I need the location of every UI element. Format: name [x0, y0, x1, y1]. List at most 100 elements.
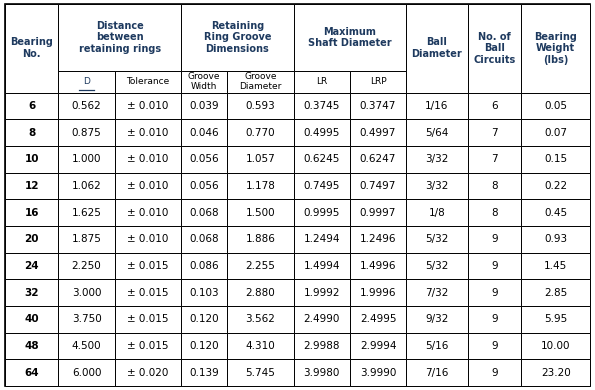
Bar	[350, 199, 406, 226]
Bar	[5, 279, 58, 306]
Text: 0.22: 0.22	[544, 181, 567, 191]
Bar	[294, 92, 350, 119]
Bar	[406, 306, 468, 333]
Bar	[181, 71, 227, 92]
Text: Groove
Diameter: Groove Diameter	[239, 72, 281, 91]
Bar	[294, 306, 350, 333]
Text: 5/32: 5/32	[425, 261, 449, 271]
Bar	[294, 71, 350, 92]
Text: 9: 9	[491, 261, 497, 271]
Bar	[5, 306, 58, 333]
Text: 9: 9	[491, 234, 497, 245]
Text: 2.9994: 2.9994	[360, 341, 396, 351]
Text: LR: LR	[316, 77, 327, 86]
Bar	[5, 146, 58, 173]
Text: 0.120: 0.120	[189, 341, 219, 351]
Text: ± 0.010: ± 0.010	[127, 154, 168, 164]
Text: 0.7497: 0.7497	[360, 181, 396, 191]
Bar	[521, 306, 590, 333]
Bar	[406, 92, 468, 119]
Bar	[468, 173, 521, 199]
Bar	[115, 146, 181, 173]
Text: 0.4995: 0.4995	[303, 128, 340, 138]
Bar	[521, 119, 590, 146]
Text: 6: 6	[28, 101, 35, 111]
Bar	[58, 173, 115, 199]
Bar	[115, 173, 181, 199]
Text: 0.45: 0.45	[544, 207, 567, 218]
Bar	[181, 279, 227, 306]
Text: 7/16: 7/16	[425, 368, 449, 378]
Text: 1.500: 1.500	[246, 207, 275, 218]
Text: 1.625: 1.625	[71, 207, 102, 218]
Text: 1.9996: 1.9996	[360, 288, 396, 298]
Text: 1.45: 1.45	[544, 261, 568, 271]
Text: 0.7495: 0.7495	[303, 181, 340, 191]
Bar	[58, 306, 115, 333]
Text: 0.4997: 0.4997	[360, 128, 396, 138]
Bar	[115, 199, 181, 226]
Bar	[115, 253, 181, 279]
Text: Bearing
No.: Bearing No.	[10, 37, 53, 59]
Bar	[406, 119, 468, 146]
Bar	[115, 306, 181, 333]
Text: 0.039: 0.039	[189, 101, 219, 111]
Text: 0.562: 0.562	[72, 101, 102, 111]
Bar	[406, 199, 468, 226]
Bar	[5, 173, 58, 199]
Bar	[5, 199, 58, 226]
Text: 10.00: 10.00	[541, 341, 571, 351]
Text: 0.3745: 0.3745	[303, 101, 340, 111]
Bar	[181, 173, 227, 199]
Text: 10: 10	[24, 154, 39, 164]
Text: 5/64: 5/64	[425, 128, 449, 138]
Bar	[181, 333, 227, 360]
Text: ± 0.020: ± 0.020	[127, 368, 168, 378]
Text: 0.046: 0.046	[189, 128, 219, 138]
Bar	[115, 333, 181, 360]
Text: 1.000: 1.000	[72, 154, 101, 164]
Text: 2.880: 2.880	[246, 288, 275, 298]
Bar	[181, 226, 227, 253]
Text: 2.4995: 2.4995	[360, 314, 396, 324]
Bar	[350, 92, 406, 119]
Text: 6: 6	[491, 101, 497, 111]
Bar	[115, 226, 181, 253]
Bar	[350, 119, 406, 146]
Text: 12: 12	[24, 181, 39, 191]
Bar	[468, 119, 521, 146]
Text: 1.875: 1.875	[71, 234, 102, 245]
Text: 7/32: 7/32	[425, 288, 449, 298]
Bar	[5, 4, 58, 92]
Text: 9: 9	[491, 288, 497, 298]
Bar	[5, 253, 58, 279]
Text: ± 0.015: ± 0.015	[127, 341, 169, 351]
Bar	[58, 199, 115, 226]
Bar	[227, 71, 294, 92]
Bar	[58, 146, 115, 173]
Text: 8: 8	[28, 128, 35, 138]
Bar	[468, 4, 521, 92]
Text: 0.056: 0.056	[189, 154, 219, 164]
Text: 0.15: 0.15	[544, 154, 567, 164]
Text: 0.93: 0.93	[544, 234, 567, 245]
Bar	[181, 92, 227, 119]
Text: 1.886: 1.886	[246, 234, 275, 245]
Bar	[521, 253, 590, 279]
Text: 20: 20	[24, 234, 39, 245]
Text: 2.4990: 2.4990	[303, 314, 340, 324]
Bar	[58, 253, 115, 279]
Bar	[58, 4, 181, 71]
Text: 0.056: 0.056	[189, 181, 219, 191]
Bar	[350, 306, 406, 333]
Bar	[227, 253, 294, 279]
Bar	[468, 306, 521, 333]
Bar	[468, 226, 521, 253]
Text: ± 0.015: ± 0.015	[127, 288, 169, 298]
Text: ± 0.015: ± 0.015	[127, 261, 169, 271]
Text: 2.9988: 2.9988	[303, 341, 340, 351]
Bar	[115, 279, 181, 306]
Bar	[5, 360, 58, 386]
Text: 3.9990: 3.9990	[360, 368, 396, 378]
Text: 23.20: 23.20	[541, 368, 571, 378]
